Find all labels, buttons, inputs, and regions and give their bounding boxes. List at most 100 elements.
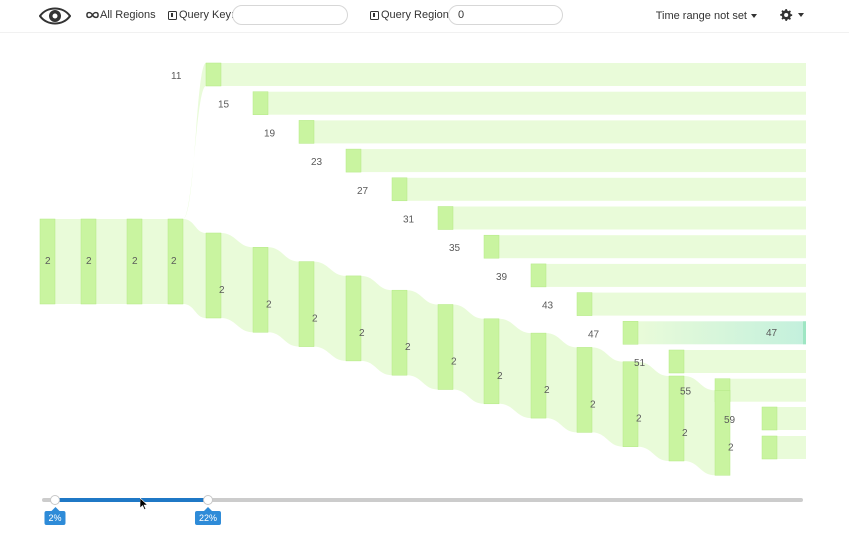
gear-icon	[780, 9, 793, 21]
lower-flow-node	[714, 390, 731, 476]
lower-node-label: 2	[682, 428, 688, 439]
stair-flow-band	[361, 149, 806, 173]
lower-flow-connector	[221, 233, 253, 333]
left-column-node	[80, 218, 97, 305]
tail-step-label: 59	[724, 415, 736, 426]
stair-flow-band	[221, 63, 806, 86]
stair-flow-band	[407, 177, 806, 201]
left-column-label: 2	[86, 256, 92, 267]
stair-step-node	[205, 62, 222, 87]
lower-flow-connector	[638, 361, 669, 461]
lower-node-label: 2	[544, 385, 550, 396]
stair-step-label: 19	[264, 128, 276, 139]
left-to-stair-connector	[183, 63, 206, 219]
lower-flow-connector	[592, 347, 623, 447]
lower-flow-connector	[314, 261, 346, 361]
query-region-text: Query Region:	[381, 9, 452, 21]
stair-step-node	[668, 349, 685, 374]
lower-flow-connector	[407, 290, 438, 390]
lower-flow-node	[530, 332, 547, 419]
stair-step-node	[530, 263, 547, 288]
stair-step-label: 47	[588, 329, 600, 340]
flow-visualization: 2 2 2 2 11 2 15 2 19 2 23 2 27 2 31 2 35 2 39 2 43 2 47 2 51 2 55 2…	[39, 62, 806, 476]
query-region-label: Query Region:	[370, 9, 452, 21]
infinity-icon	[86, 11, 99, 19]
caret-down-icon	[798, 13, 804, 17]
tail-lower-band	[777, 436, 806, 459]
caret-down-icon	[751, 14, 757, 18]
stair-flow-band	[546, 263, 806, 287]
stair-step-node	[391, 177, 408, 202]
lower-flow-node	[668, 375, 685, 462]
left-to-lower-connector	[183, 219, 206, 318]
range-slider[interactable]: 2% 22%	[42, 495, 803, 535]
lower-node-label: 2	[590, 399, 596, 410]
stair-step-node	[622, 321, 639, 345]
slider-high-tooltip: 22%	[194, 507, 222, 525]
stair-step-label: 35	[449, 243, 461, 254]
lower-node-label: 2	[451, 357, 457, 368]
left-column-node	[39, 218, 56, 305]
lower-node-label: 2	[636, 414, 642, 425]
lower-flow-node	[345, 275, 362, 362]
tail-flow-band	[777, 407, 806, 430]
lower-flow-node	[622, 361, 639, 447]
query-key-input[interactable]	[232, 5, 348, 25]
lower-node-label: 2	[497, 371, 503, 382]
stair-flow-band	[592, 292, 806, 316]
query-region-input[interactable]	[448, 5, 563, 25]
highlight-edge	[803, 321, 806, 345]
tail-step-node	[761, 406, 778, 431]
slider-handle-high[interactable]	[203, 495, 213, 505]
stair-step-label: 11	[171, 71, 182, 82]
stair-step-label: 55	[680, 387, 692, 398]
lower-node-label: 2	[359, 328, 365, 339]
lower-flow-connector	[268, 247, 299, 347]
left-column-label: 2	[45, 256, 51, 267]
lower-flow-connector	[361, 275, 392, 376]
lower-flow-connector	[546, 333, 577, 433]
query-key-label: Query Key:	[168, 9, 234, 21]
lower-flow-connector	[499, 318, 531, 419]
stair-flow-band	[684, 350, 806, 373]
slider-low-tooltip: 2%	[44, 507, 66, 525]
left-column-label: 2	[132, 256, 138, 267]
mouse-cursor-icon	[140, 498, 148, 510]
stair-step-node	[298, 120, 315, 144]
left-flow-band	[40, 219, 183, 304]
lower-flow-node	[483, 318, 500, 405]
lower-node-label: 2	[266, 299, 272, 310]
stair-step-label: 23	[311, 157, 323, 168]
stair-step-label: 27	[357, 186, 369, 197]
stair-flow-band	[730, 378, 806, 402]
stair-step-label: 15	[218, 100, 230, 111]
time-range-dropdown[interactable]: Time range not set	[656, 10, 757, 22]
slider-handle-low[interactable]	[50, 495, 60, 505]
stair-step-label: 43	[542, 301, 554, 312]
stair-flow-band	[314, 120, 806, 144]
stair-step-node	[437, 206, 454, 230]
tail-lower-node	[761, 435, 778, 460]
stair-flow-band	[638, 321, 806, 345]
lower-flow-node	[576, 347, 593, 433]
lower-flow-connector	[684, 376, 715, 476]
stair-flow-band	[453, 206, 806, 230]
slider-selection[interactable]	[55, 498, 208, 502]
flow-nodes	[39, 62, 806, 476]
lower-flow-node	[391, 289, 408, 376]
stair-flow-band	[499, 235, 806, 259]
lower-flow-node	[298, 261, 315, 347]
lower-node-label: 2	[405, 342, 411, 353]
region-icon	[370, 10, 379, 20]
all-regions-link[interactable]: All Regions	[86, 9, 156, 21]
eye-icon[interactable]	[38, 5, 72, 27]
slider-track[interactable]	[42, 498, 803, 502]
all-regions-label: All Regions	[100, 9, 156, 21]
stair-step-label: 39	[496, 272, 508, 283]
left-column-node	[167, 218, 184, 305]
lower-flow-node	[437, 304, 454, 390]
settings-dropdown[interactable]	[779, 8, 804, 22]
lower-flow-connector	[453, 304, 484, 404]
stair-flow-band	[268, 91, 806, 115]
lower-node-label: 2	[728, 442, 734, 453]
